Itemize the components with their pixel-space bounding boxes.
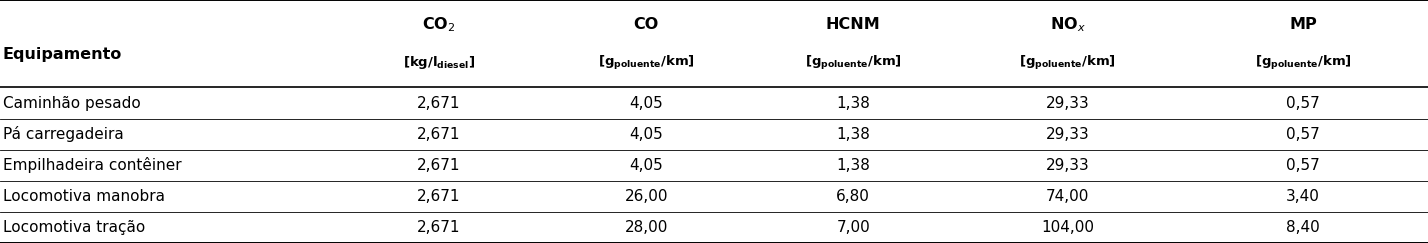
Text: [g$_\mathregular{poluente}$/km]: [g$_\mathregular{poluente}$/km] bbox=[805, 54, 901, 72]
Text: 29,33: 29,33 bbox=[1045, 127, 1090, 142]
Text: MP: MP bbox=[1289, 17, 1317, 32]
Text: 1,38: 1,38 bbox=[837, 158, 870, 173]
Text: 0,57: 0,57 bbox=[1287, 95, 1319, 111]
Text: 4,05: 4,05 bbox=[630, 127, 663, 142]
Text: Locomotiva manobra: Locomotiva manobra bbox=[3, 189, 164, 204]
Text: 6,80: 6,80 bbox=[837, 189, 870, 204]
Text: 28,00: 28,00 bbox=[624, 220, 668, 235]
Text: Equipamento: Equipamento bbox=[3, 47, 123, 62]
Text: 2,671: 2,671 bbox=[417, 189, 461, 204]
Text: 3,40: 3,40 bbox=[1287, 189, 1319, 204]
Text: [g$_\mathregular{poluente}$/km]: [g$_\mathregular{poluente}$/km] bbox=[1255, 54, 1351, 72]
Text: 29,33: 29,33 bbox=[1045, 158, 1090, 173]
Text: 7,00: 7,00 bbox=[837, 220, 870, 235]
Text: [g$_\mathregular{poluente}$/km]: [g$_\mathregular{poluente}$/km] bbox=[598, 54, 694, 72]
Text: 2,671: 2,671 bbox=[417, 95, 461, 111]
Text: 26,00: 26,00 bbox=[624, 189, 668, 204]
Text: NO$_x$: NO$_x$ bbox=[1050, 15, 1085, 34]
Text: 74,00: 74,00 bbox=[1045, 189, 1090, 204]
Text: 2,671: 2,671 bbox=[417, 127, 461, 142]
Text: Caminhão pesado: Caminhão pesado bbox=[3, 95, 140, 111]
Text: 8,40: 8,40 bbox=[1287, 220, 1319, 235]
Text: 104,00: 104,00 bbox=[1041, 220, 1094, 235]
Text: 4,05: 4,05 bbox=[630, 158, 663, 173]
Text: Locomotiva tração: Locomotiva tração bbox=[3, 220, 146, 235]
Text: 0,57: 0,57 bbox=[1287, 158, 1319, 173]
Text: [kg/l$_\mathregular{diesel}$]: [kg/l$_\mathregular{diesel}$] bbox=[403, 54, 476, 71]
Text: 1,38: 1,38 bbox=[837, 127, 870, 142]
Text: 0,57: 0,57 bbox=[1287, 127, 1319, 142]
Text: Pá carregadeira: Pá carregadeira bbox=[3, 126, 124, 142]
Text: CO$_2$: CO$_2$ bbox=[423, 15, 456, 34]
Text: 2,671: 2,671 bbox=[417, 220, 461, 235]
Text: 4,05: 4,05 bbox=[630, 95, 663, 111]
Text: Empilhadeira contêiner: Empilhadeira contêiner bbox=[3, 157, 181, 173]
Text: 2,671: 2,671 bbox=[417, 158, 461, 173]
Text: 1,38: 1,38 bbox=[837, 95, 870, 111]
Text: HCNM: HCNM bbox=[825, 17, 881, 32]
Text: [g$_\mathregular{poluente}$/km]: [g$_\mathregular{poluente}$/km] bbox=[1020, 54, 1115, 72]
Text: CO: CO bbox=[634, 17, 658, 32]
Text: 29,33: 29,33 bbox=[1045, 95, 1090, 111]
